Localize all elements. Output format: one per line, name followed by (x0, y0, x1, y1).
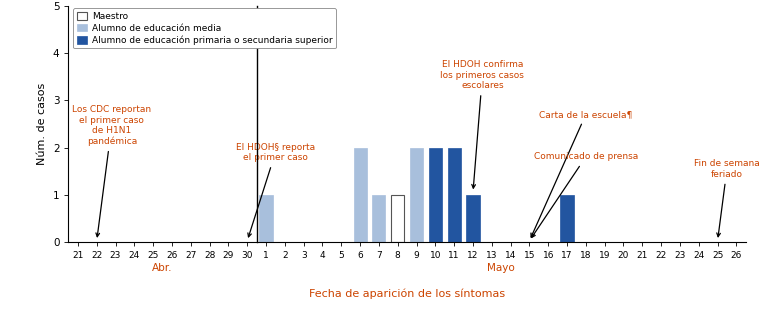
Text: Carta de la escuela¶: Carta de la escuela¶ (531, 110, 632, 237)
Bar (410, 148, 423, 242)
Bar (391, 195, 404, 242)
Bar (466, 195, 479, 242)
Text: Comunicado de prensa: Comunicado de prensa (532, 152, 638, 237)
Bar (428, 148, 442, 242)
Bar (260, 195, 272, 242)
Bar (560, 195, 574, 242)
Text: Los CDC reportan
el primer caso
de H1N1
pandémica: Los CDC reportan el primer caso de H1N1 … (72, 105, 151, 237)
Text: Fin de semana
feriado: Fin de semana feriado (694, 159, 759, 237)
Bar (354, 148, 367, 242)
Text: El HDOH§ reporta
el primer caso: El HDOH§ reporta el primer caso (236, 143, 315, 237)
Legend: Maestro, Alumno de educación media, Alumno de educación primaria o secundaria su: Maestro, Alumno de educación media, Alum… (73, 8, 336, 48)
Text: Fecha de aparición de los síntomas: Fecha de aparición de los síntomas (309, 289, 505, 299)
Text: El HDOH confirma
los primeros casos
escolares: El HDOH confirma los primeros casos esco… (441, 60, 524, 188)
Bar (447, 148, 460, 242)
Y-axis label: Núm. de casos: Núm. de casos (37, 83, 47, 165)
Bar (372, 195, 386, 242)
Text: Abr.: Abr. (152, 263, 173, 273)
Text: Mayo: Mayo (487, 263, 515, 273)
